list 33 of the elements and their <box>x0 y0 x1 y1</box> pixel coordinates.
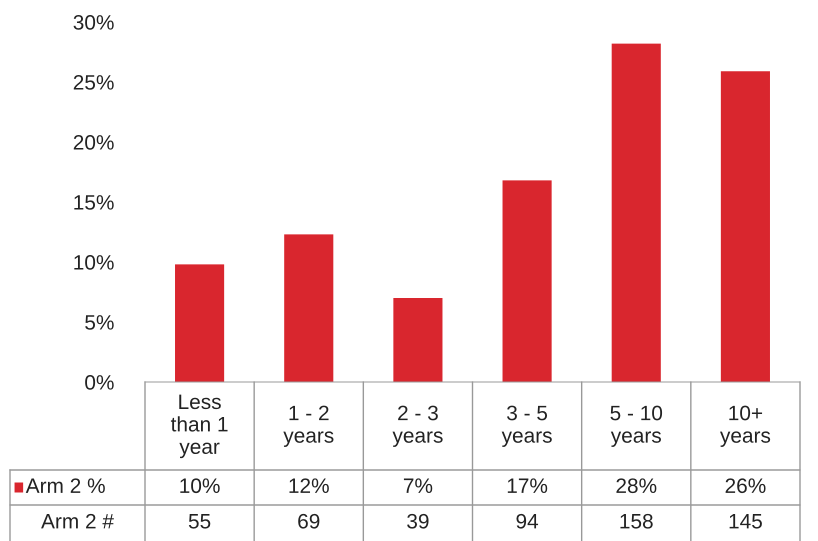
text: 39 <box>407 514 429 529</box>
y-tick-label: 10% <box>74 255 114 270</box>
y-tick-label: 30% <box>74 15 114 30</box>
data-label: 26% <box>726 478 766 494</box>
bar <box>393 298 442 382</box>
bar <box>284 234 334 382</box>
data-label: 10% <box>180 478 220 494</box>
data-label: 28% <box>616 478 656 494</box>
x-tick-label: Less than 1 year <box>170 394 228 458</box>
text: 145 <box>730 514 762 529</box>
x-tick-label: 1 - 2 years <box>283 406 334 447</box>
text: 55 <box>188 514 210 529</box>
bar <box>502 180 552 382</box>
text: 158 <box>620 514 653 529</box>
bar <box>720 71 770 382</box>
bar <box>612 44 661 382</box>
legend-label: Arm 2 % <box>26 478 105 494</box>
y-tick-label: 0% <box>85 375 114 390</box>
data-label: 12% <box>289 478 329 494</box>
text: 69 <box>298 514 320 529</box>
x-tick-label: 10+ years <box>720 406 770 447</box>
x-tick-label: 5 - 10 years <box>610 406 662 447</box>
data-label: 7% <box>404 478 432 494</box>
x-tick-label: 3 - 5 years <box>502 406 552 447</box>
y-tick-label: 25% <box>74 75 114 90</box>
y-tick-label: 15% <box>74 195 114 210</box>
data-label: 17% <box>508 478 548 494</box>
text: Arm 2 # <box>41 514 114 528</box>
text: 94 <box>516 514 538 529</box>
x-tick-label: 2 - 3 years <box>392 406 443 447</box>
y-tick-label: 20% <box>74 135 114 150</box>
y-tick-label: 5% <box>85 315 114 330</box>
bar <box>175 264 224 382</box>
